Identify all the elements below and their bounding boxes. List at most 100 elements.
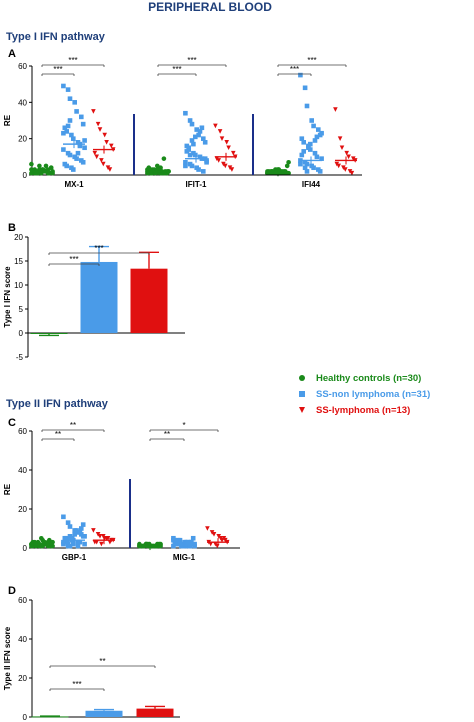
panel-a-data-point (284, 163, 290, 169)
panel-c-data-point (72, 532, 77, 537)
panel-a-data-point (92, 150, 98, 156)
panel-a-data-point (80, 121, 86, 127)
panel-c-data-point (77, 539, 83, 545)
panel-a-data-point (319, 130, 324, 136)
panel-a-data-point (314, 154, 320, 160)
panel-a-data-point (301, 140, 306, 145)
panel-a-data-point (312, 150, 318, 156)
panel-a-data-point (301, 149, 306, 154)
panel-a-data-point (109, 143, 114, 149)
panel-c-data-point (79, 526, 84, 531)
panel-a-data-point (64, 129, 69, 134)
section-title-type1: Type I IFN pathway (6, 31, 106, 43)
panel-a-data-point (197, 129, 203, 134)
panel-a-data-point (82, 145, 87, 151)
panel-a-data-point (306, 145, 311, 151)
panel-a-data-point (226, 145, 231, 151)
panel-c-y-tick-label: 60 (18, 427, 27, 436)
panel-a-data-point (219, 136, 225, 141)
panel-a-data-point (194, 127, 199, 132)
panel-a-data-point (299, 152, 305, 158)
panel-a-data-point (346, 154, 351, 160)
panel-a-data-point (71, 167, 76, 172)
panel-c-group-label: MIG-1 (173, 553, 196, 562)
panel-a-sig-label: *** (290, 65, 299, 74)
panel-b-y-tick-label: 5 (19, 305, 24, 314)
panel-b-bar (130, 268, 168, 333)
panel-c-data-point (97, 534, 103, 539)
panel-a-data-point (304, 161, 310, 167)
panel-c-group-label: GBP-1 (62, 553, 87, 562)
panel-a-y-tick-label: 0 (23, 171, 28, 180)
panel-a-data-point (101, 161, 106, 167)
panel-c-sig-label: * (182, 421, 185, 430)
panel-c-data-point (105, 535, 111, 541)
panel-c-sig-label: ** (164, 430, 170, 439)
panel-a-data-point (309, 118, 314, 123)
panel-d-bar (31, 716, 69, 718)
panel-a-y-tick-label: 60 (18, 62, 27, 71)
panel-b-bar (30, 333, 68, 334)
panel-a-data-point (193, 134, 198, 140)
panel-a-data-point (82, 138, 87, 143)
panel-a-data-point (317, 169, 323, 174)
panel-a-data-point (298, 161, 303, 167)
panel-c-data-point (69, 535, 74, 541)
panel-a-data-point (37, 163, 42, 169)
panel-a-y-tick-label: 20 (18, 135, 27, 144)
panel-c-data-point (190, 535, 196, 541)
panel-c-data-point (91, 528, 96, 533)
panel-c-data-point (77, 530, 83, 535)
panel-b-y-tick-label: 10 (14, 281, 23, 290)
panel-c-sig-label: ** (55, 430, 61, 439)
panel-a-data-point (231, 150, 236, 156)
panel-a-data-point (61, 83, 66, 89)
panel-a-data-point (275, 167, 280, 172)
panel-c-data-point (219, 537, 225, 543)
panel-b-bar (80, 261, 118, 333)
panel-a-data-point (217, 129, 223, 134)
panel-a-data-point (184, 149, 190, 154)
panel-a-data-point (29, 161, 34, 167)
panel-a-data-point (339, 145, 345, 151)
panel-a-data-point (65, 87, 71, 92)
panel-a-data-point (99, 158, 104, 163)
panel-a-data-point (74, 156, 79, 161)
legend-label: Healthy controls (n=30) (316, 373, 421, 384)
section-title-type2: Type II IFN pathway (6, 398, 109, 410)
panel-a-data-point (183, 163, 188, 169)
panel-a-data-point (61, 147, 66, 152)
panel-d-y-tick-label: 60 (18, 596, 27, 605)
panel-a-data-point (302, 85, 308, 91)
panel-d-bar (85, 710, 123, 717)
panel-c-data-point (50, 543, 55, 549)
panel-c-data-point (187, 543, 193, 549)
panel-a-data-point (155, 163, 160, 169)
panel-b-y-tick-label: -5 (16, 353, 24, 362)
panel-a-data-point (193, 152, 198, 158)
panel-d-bar (136, 708, 174, 717)
panel-a-data-point (202, 140, 208, 145)
panel-a-data-point (189, 121, 195, 127)
panel-b-y-tick-label: 20 (14, 233, 23, 242)
legend-marker-circle (299, 375, 305, 381)
panel-c-y-axis-label: RE (3, 483, 12, 495)
panel-b-y-axis-label: Type I IFN score (3, 266, 12, 328)
panel-a-data-point (302, 165, 308, 171)
panel-a-y-axis-label: RE (3, 114, 12, 126)
legend-label: SS-non lymphoma (n=31) (316, 389, 430, 400)
panel-a-data-point (304, 103, 310, 109)
panel-d-y-tick-label: 0 (23, 713, 28, 722)
panel-a-data-point (67, 118, 73, 123)
panel-a-data-point (311, 165, 316, 171)
panel-c-data-point (61, 539, 66, 545)
panel-a-data-point (213, 123, 218, 129)
panel-a-data-point (229, 167, 235, 172)
panel-a-data-point (191, 141, 196, 147)
panel-c-data-point (99, 541, 104, 547)
panel-c-data-point (61, 514, 66, 520)
legend-label: SS-lymphoma (n=13) (316, 405, 410, 416)
panel-a-data-point (316, 127, 321, 132)
panel-a-data-point (97, 127, 103, 132)
